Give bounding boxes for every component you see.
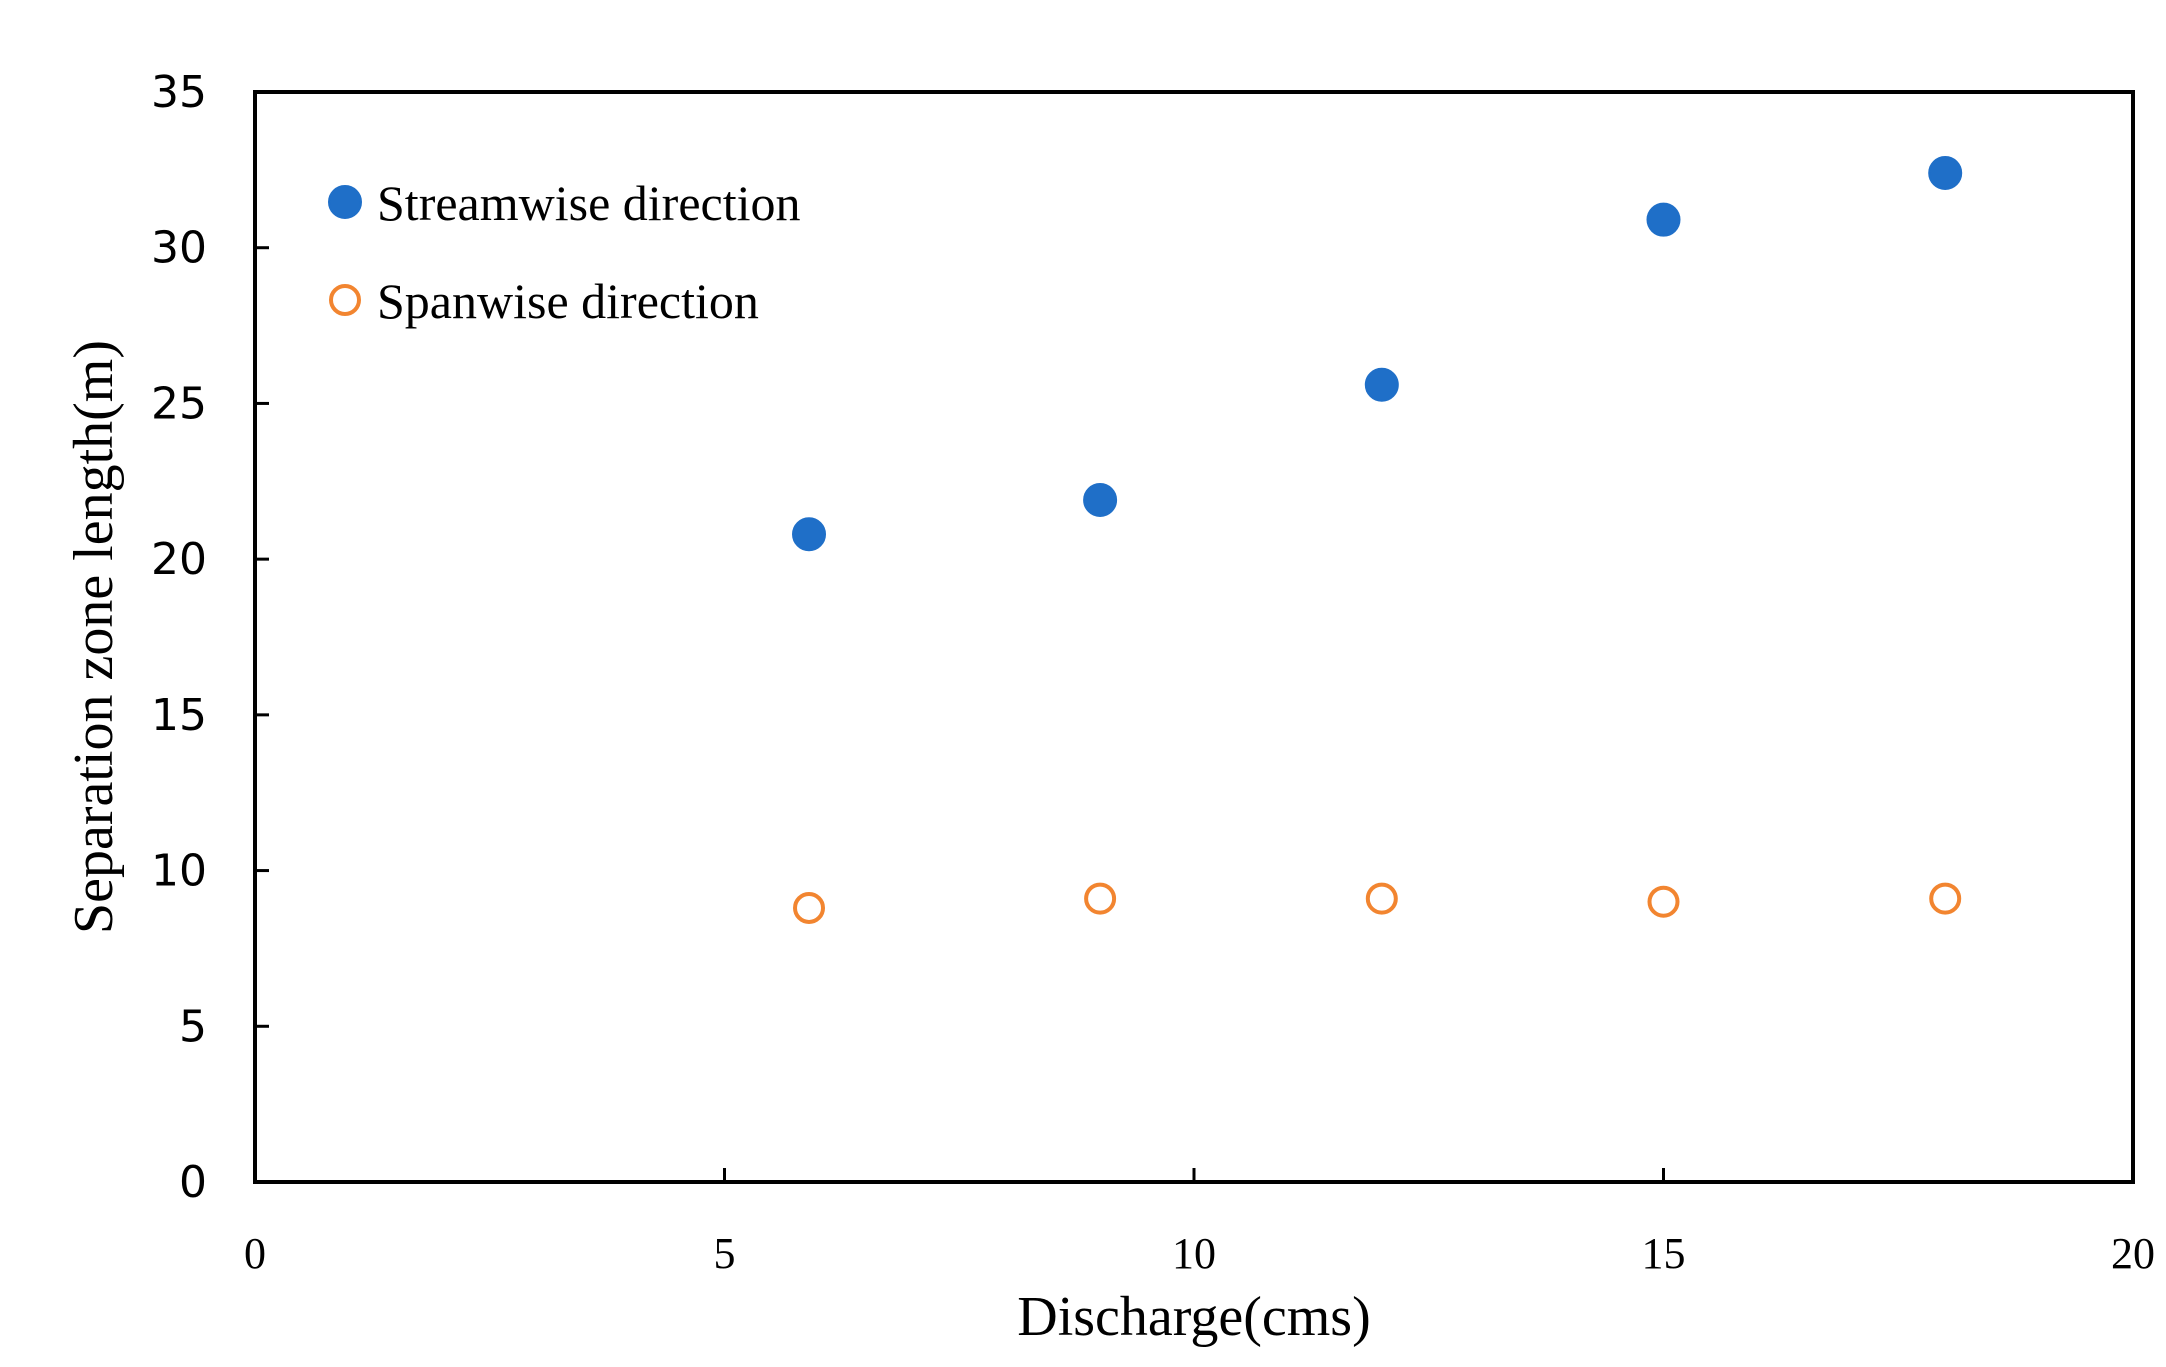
streamwise-point (792, 517, 827, 552)
y-tick-label: 5 (179, 1001, 207, 1052)
x-tick-label: 10 (1172, 1229, 1216, 1278)
x-tick-label: 0 (244, 1229, 266, 1278)
plot-frame (253, 90, 2135, 1184)
streamwise-point (1364, 367, 1399, 402)
data-points (792, 155, 1963, 924)
x-axis-ticks: 0 5 10 15 20 (244, 1168, 2155, 1278)
x-tick-label: 20 (2111, 1229, 2155, 1278)
legend: Streamwise direction Spanwise direction (328, 175, 801, 329)
x-axis-label: Discharge(cms) (1017, 1286, 1371, 1348)
legend-marker-streamwise (328, 185, 362, 219)
x-tick-label: 15 (1642, 1229, 1686, 1278)
legend-label-spanwise: Spanwise direction (377, 273, 759, 329)
spanwise-point (793, 891, 826, 924)
spanwise-point (1647, 885, 1680, 918)
streamwise-point (1646, 202, 1681, 237)
legend-label-streamwise: Streamwise direction (377, 175, 801, 231)
streamwise-point (1928, 155, 1963, 190)
streamwise-point (1083, 482, 1118, 517)
y-tick-label: 25 (151, 378, 207, 429)
y-axis-label: Separation zone length(m) (63, 340, 125, 934)
spanwise-point (1929, 882, 1962, 915)
y-tick-label: 0 (179, 1157, 207, 1208)
legend-marker-spanwise (329, 284, 361, 316)
y-tick-label: 15 (151, 690, 207, 741)
spanwise-point (1084, 882, 1117, 915)
y-axis-ticks: 0 5 10 15 20 25 30 35 (151, 67, 269, 1208)
y-tick-label: 35 (151, 67, 207, 118)
x-tick-label: 5 (714, 1229, 736, 1278)
y-tick-label: 20 (151, 534, 207, 585)
y-tick-label: 30 (151, 223, 207, 274)
spanwise-point (1365, 882, 1398, 915)
y-tick-label: 10 (151, 846, 207, 897)
